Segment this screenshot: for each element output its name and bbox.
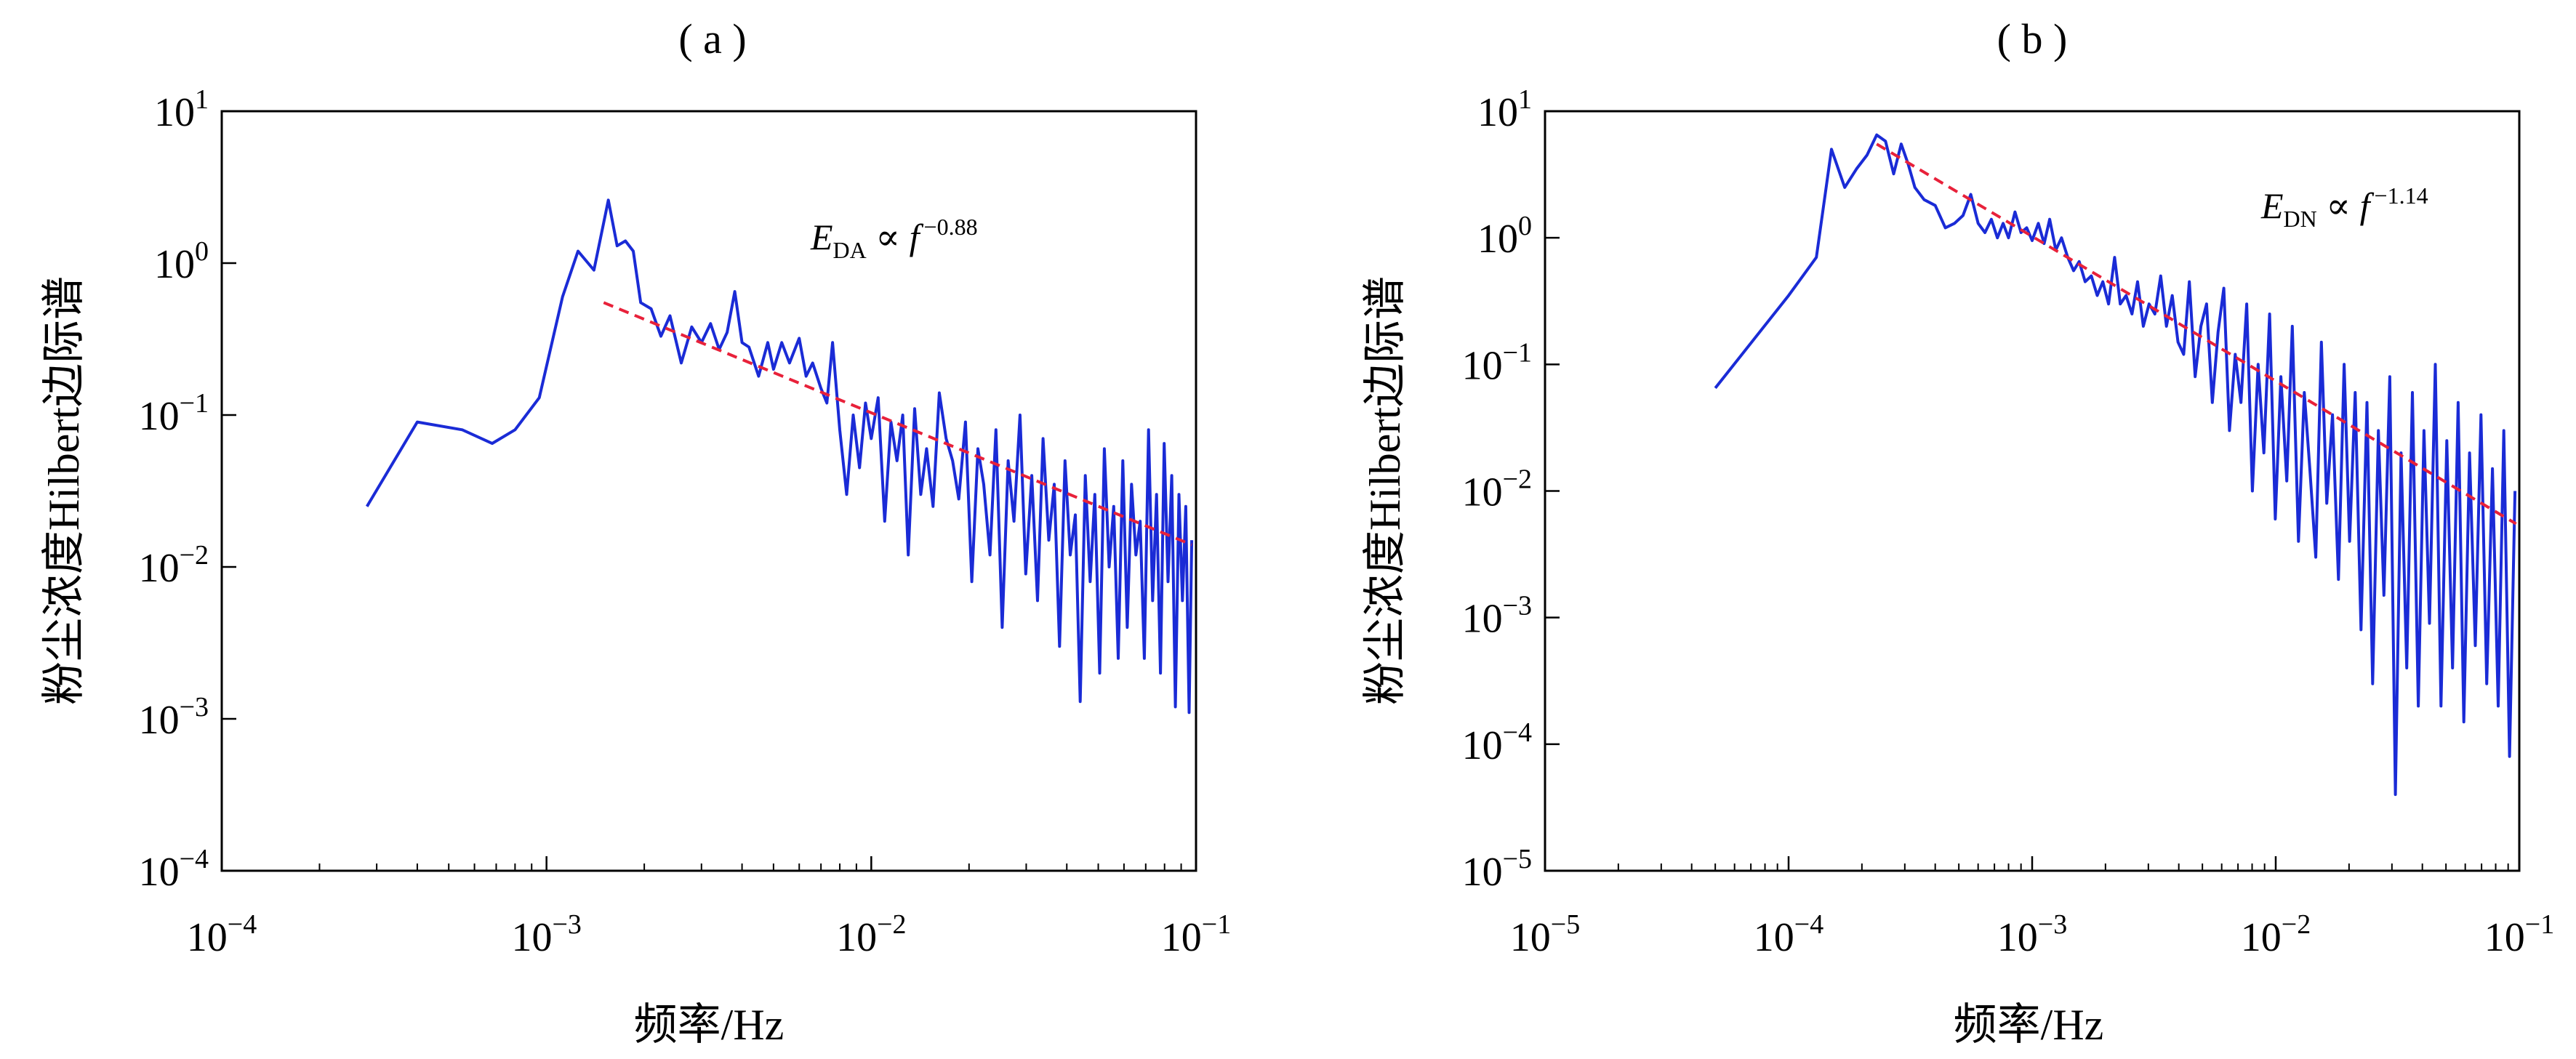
y-axis-label: 粉尘浓度Hilbert边际谱 xyxy=(1361,276,1409,705)
fit-line xyxy=(1876,142,2517,526)
panel-label: ( b ) xyxy=(1997,15,2068,63)
y-tick-label: 10−4 xyxy=(1462,717,1532,768)
x-tick-label: 10−5 xyxy=(1510,909,1580,960)
y-tick-label: 10−1 xyxy=(139,388,209,439)
y-tick-label: 100 xyxy=(1477,211,1532,262)
x-tick-label: 10−2 xyxy=(836,909,906,960)
x-tick-label: 10−1 xyxy=(1161,909,1231,960)
y-tick-label: 10−1 xyxy=(1462,337,1532,388)
fit-line xyxy=(603,301,1192,547)
plot-frame xyxy=(1544,110,2521,872)
x-tick-label: 10−3 xyxy=(1997,909,2067,960)
power-law-annotation: EDA ∝ f −0.88 xyxy=(810,214,978,263)
data-layer xyxy=(365,198,1194,714)
x-tick-label: 10−4 xyxy=(187,909,257,960)
y-tick-label: 100 xyxy=(154,236,209,287)
y-tick-label: 10−5 xyxy=(1462,844,1532,895)
y-tick-label: 10−4 xyxy=(139,844,209,895)
y-tick-label: 101 xyxy=(1477,84,1532,135)
x-tick-label: 10−3 xyxy=(511,909,581,960)
spectrum-line xyxy=(1714,133,2517,797)
chart-panel-b: ( b ) 10−5 10−4 10−3 10−2 10−1 10−5 10−4 10−3 10… xyxy=(1361,15,2554,1049)
y-tick-label: 10−3 xyxy=(139,692,209,743)
chart-panel-a: ( a ) 10−4 10−3 10−2 10−1 10−4 10−3 10−2 10−1 10… xyxy=(40,15,1231,1049)
x-tick-label: 10−1 xyxy=(2484,909,2554,960)
y-tick-label: 101 xyxy=(154,84,209,135)
panel-label: ( a ) xyxy=(678,15,746,63)
power-law-annotation: EDN ∝ f −1.14 xyxy=(2260,182,2428,232)
y-axis-label: 粉尘浓度Hilbert边际谱 xyxy=(40,276,88,705)
plot-frame xyxy=(220,110,1197,872)
spectrum-line xyxy=(365,198,1194,714)
x-tick-label: 10−2 xyxy=(2241,909,2311,960)
x-axis-label: 频率/Hz xyxy=(634,1001,785,1049)
x-axis-label: 频率/Hz xyxy=(1954,1001,2104,1049)
y-tick-label: 10−2 xyxy=(139,540,209,591)
data-layer xyxy=(1714,133,2517,797)
y-tick-label: 10−2 xyxy=(1462,464,1532,515)
x-tick-label: 10−4 xyxy=(1754,909,1823,960)
y-tick-label: 10−3 xyxy=(1462,591,1532,642)
